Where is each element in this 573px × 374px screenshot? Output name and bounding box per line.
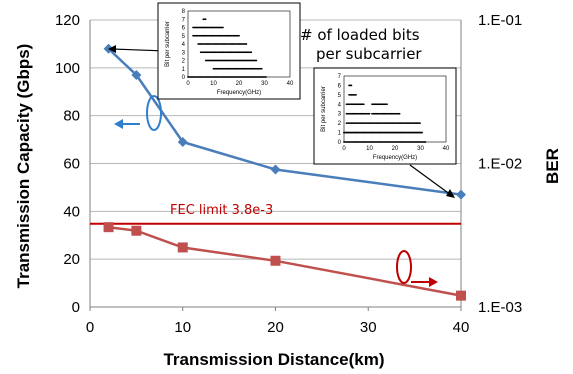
inset-dot	[255, 59, 258, 62]
inset-dot	[204, 18, 207, 21]
inset-x-tick-0: 0	[342, 146, 346, 152]
inset-y-tick-6: 6	[182, 26, 186, 32]
y-tick-label-80: 80	[63, 108, 80, 125]
inset-dot	[350, 84, 353, 87]
arrows	[108, 45, 455, 287]
inset-y-tick-5: 5	[338, 93, 342, 99]
pointer-right-inset	[409, 164, 452, 196]
inset-y-tick-0: 0	[182, 75, 186, 81]
y-right-tick-label-1.E-01: 1.E-01	[478, 12, 522, 29]
inset-right: 0 1 2 3 4 5 6 7 0 10 20 30 40 Frequency(GHz) Bit per s…	[313, 67, 457, 165]
inset-dot	[368, 112, 371, 115]
y-tick-label-60: 60	[63, 156, 80, 173]
x-tick-label-40: 40	[453, 319, 470, 336]
inset-x-label: Frequency(GHz)	[373, 155, 417, 161]
inset-y-tick-8: 8	[182, 9, 186, 15]
x-axis-title: Transmission Distance(km)	[163, 350, 384, 369]
ber-line	[108, 225, 462, 297]
y-right-tick-label-1.E-03: 1.E-03	[478, 299, 522, 316]
pointer-top-head	[108, 45, 116, 53]
inset-x-tick-10: 10	[210, 81, 217, 87]
x-tick-label-0: 0	[86, 319, 94, 336]
inset-y-label: Bit per subcarrier	[321, 86, 327, 132]
arrow-head-blue	[114, 119, 123, 129]
y-tick-label-40: 40	[63, 203, 80, 220]
x-tick-label-10: 10	[174, 319, 191, 336]
inset-y-tick-1: 1	[182, 67, 186, 73]
fec-limit-label: FEC limit 3.8e-3	[170, 203, 273, 218]
ber-point-2	[103, 222, 114, 233]
inset-x-tick-30: 30	[261, 81, 268, 87]
arrow-head-red	[429, 277, 438, 287]
inset-frame	[313, 67, 457, 165]
inset-y-tick-6: 6	[338, 83, 342, 89]
inset-y-tick-0: 0	[338, 140, 342, 146]
inset-x-tick-20: 20	[236, 81, 243, 87]
inset-y-label: Bit per subcarrier	[165, 21, 171, 67]
capacity-point-5	[131, 70, 142, 81]
inset-dot	[362, 103, 365, 106]
y-right-axis-title: BER	[543, 148, 562, 184]
bits-annotation-line-2: per subcarrier	[316, 45, 422, 63]
x-tick-label-30: 30	[360, 319, 377, 336]
ber-point-10	[177, 242, 188, 253]
y-tick-label-120: 120	[55, 12, 80, 29]
inset-x-tick-0: 0	[186, 81, 190, 87]
inset-dot	[222, 26, 224, 29]
inset-dot	[419, 122, 421, 125]
y-tick-label-0: 0	[72, 299, 80, 316]
ber-point-20	[270, 255, 281, 266]
capacity-point-2	[103, 43, 114, 54]
inset-y-tick-7: 7	[338, 74, 342, 80]
inset-x-tick-40: 40	[443, 146, 450, 152]
inset-dot	[355, 93, 357, 96]
bits-annotation-line-1: # of loaded bits	[300, 26, 420, 44]
y-tick-label-20: 20	[63, 251, 80, 268]
y-tick-label-100: 100	[55, 60, 80, 77]
inset-y-tick-5: 5	[182, 34, 186, 40]
inset-y-tick-3: 3	[182, 50, 186, 56]
inset-dot	[265, 76, 267, 78]
inset-dot	[250, 51, 253, 54]
inset-y-tick-4: 4	[182, 42, 186, 48]
inset-y-tick-1: 1	[338, 131, 342, 137]
ber-point-5	[131, 225, 142, 236]
inset-y-tick-3: 3	[338, 112, 342, 118]
inset-dot	[398, 112, 401, 115]
inset-x-label: Frequency(GHz)	[217, 90, 261, 96]
inset-x-tick-40: 40	[287, 81, 294, 87]
capacity-point-20	[270, 164, 281, 175]
capacity-point-40	[456, 189, 466, 200]
inset-x-tick-30: 30	[417, 146, 424, 152]
inset-y-tick-7: 7	[182, 17, 186, 23]
x-tick-label-20: 20	[267, 319, 284, 336]
inset-y-tick-4: 4	[338, 102, 342, 108]
inset-dot	[424, 141, 427, 143]
inset-dot	[245, 43, 248, 45]
red-ellipse	[396, 250, 412, 284]
pointer-right-head	[446, 189, 455, 198]
blue-ellipse	[146, 95, 162, 131]
ber-point-40	[456, 290, 466, 301]
y-right-tick-label-1.E-02: 1.E-02	[478, 156, 522, 173]
inset-x-tick-20: 20	[392, 146, 399, 152]
inset-y-tick-2: 2	[338, 121, 342, 127]
y-axis-title: Transmission Capacity (Gbps)	[14, 44, 33, 289]
inset-top: 0 1 2 3 4 5 6 7 8 0 10 20 30 40 Frequency(GHz) Bit per …	[157, 2, 301, 100]
inset-dot	[260, 67, 263, 70]
inset-dot	[238, 34, 240, 37]
inset-y-tick-2: 2	[182, 59, 186, 65]
inset-frame	[157, 2, 301, 100]
inset-dot	[421, 131, 423, 134]
inset-dot	[386, 103, 388, 106]
inset-x-tick-10: 10	[366, 146, 373, 152]
capacity-point-10	[177, 136, 188, 147]
